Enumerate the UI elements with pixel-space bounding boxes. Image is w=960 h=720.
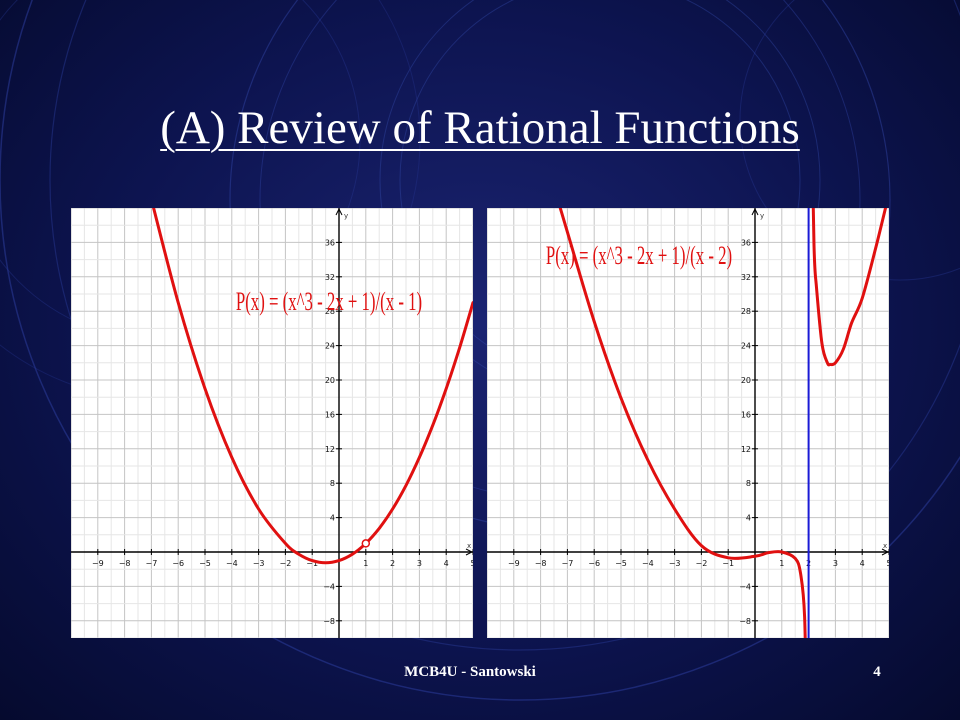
y-tick-label: −8 <box>739 617 751 626</box>
y-tick-label: 16 <box>325 410 335 419</box>
y-tick-label: 24 <box>741 342 751 351</box>
y-tick-label: −4 <box>739 582 751 591</box>
y-axis-label: y <box>760 212 764 220</box>
x-tick-label: −2 <box>280 559 292 568</box>
y-tick-label: 24 <box>325 342 335 351</box>
x-tick-label: −3 <box>669 559 681 568</box>
removable-discontinuity-hole <box>361 539 371 548</box>
x-tick-label: 5 <box>470 559 473 568</box>
x-axis-arrow <box>881 548 889 556</box>
x-axis-label: x <box>883 542 887 550</box>
x-tick-label: −4 <box>642 559 654 568</box>
y-axis-label: y <box>344 212 348 220</box>
x-tick-label: −1 <box>722 559 734 568</box>
y-tick-label: −8 <box>323 617 335 626</box>
y-axis-arrow <box>751 208 759 216</box>
footer-course: MCB4U - Santowski <box>404 664 536 680</box>
x-tick-label: −2 <box>696 559 708 568</box>
x-tick-label: −6 <box>588 559 600 568</box>
x-tick-label: 1 <box>363 559 368 568</box>
x-tick-label: −7 <box>562 559 574 568</box>
y-tick-label: 20 <box>325 376 335 385</box>
y-tick-label: 32 <box>741 273 751 282</box>
y-tick-label: 32 <box>325 273 335 282</box>
x-tick-label: −9 <box>92 559 104 568</box>
y-axis-arrow <box>335 208 343 216</box>
equation-label: P(x) = (x^3 - 2x + 1)/(x - 1) <box>236 286 422 316</box>
y-tick-label: 12 <box>325 445 335 454</box>
y-tick-label: 8 <box>330 479 335 488</box>
x-tick-label: −6 <box>172 559 184 568</box>
x-tick-label: −5 <box>615 559 627 568</box>
function-curve <box>152 208 473 565</box>
x-tick-label: −8 <box>119 559 131 568</box>
x-tick-label: 1 <box>779 559 784 568</box>
y-tick-label: 20 <box>741 376 751 385</box>
y-tick-label: 36 <box>741 238 751 247</box>
x-tick-label: −5 <box>199 559 211 568</box>
page-number: 4 <box>873 664 881 680</box>
plot-area: yx−9−8−7−6−5−4−3−2−112345−8−448121620242… <box>71 208 473 638</box>
y-tick-label: 36 <box>325 238 335 247</box>
x-tick-label: 3 <box>417 559 422 568</box>
y-tick-label: 4 <box>330 514 335 523</box>
x-tick-label: −8 <box>535 559 547 568</box>
x-tick-label: −1 <box>306 559 318 568</box>
chart-left: yx−9−8−7−6−5−4−3−2−112345−8−448121620242… <box>71 208 473 638</box>
x-tick-label: −4 <box>226 559 238 568</box>
chart-left-plot: yx−9−8−7−6−5−4−3−2−112345−8−448121620242… <box>71 208 473 638</box>
x-tick-label: −7 <box>146 559 158 568</box>
x-tick-label: −3 <box>253 559 265 568</box>
y-tick-label: −4 <box>323 582 335 591</box>
x-axis-label: x <box>467 542 471 550</box>
y-tick-label: 8 <box>746 479 751 488</box>
y-tick-label: 4 <box>746 514 751 523</box>
equation-label: P(x) = (x^3 - 2x + 1)/(x - 2) <box>546 240 732 270</box>
chart-right-plot: yx−9−8−7−6−5−4−3−2−112345−8−448121620242… <box>487 208 889 638</box>
y-tick-label: 16 <box>741 410 751 419</box>
x-tick-label: 5 <box>886 559 889 568</box>
function-curve <box>558 208 807 638</box>
plot-area: yx−9−8−7−6−5−4−3−2−112345−8−448121620242… <box>487 208 889 638</box>
function-curve <box>811 208 888 367</box>
y-tick-label: 12 <box>741 445 751 454</box>
x-tick-label: 2 <box>390 559 395 568</box>
x-tick-label: 4 <box>444 559 449 568</box>
x-tick-label: 3 <box>833 559 838 568</box>
x-axis-arrow <box>465 548 473 556</box>
x-tick-label: −9 <box>508 559 520 568</box>
y-tick-label: 28 <box>741 307 751 316</box>
y-tick-label: 28 <box>325 307 335 316</box>
x-tick-label: 4 <box>860 559 865 568</box>
chart-right: yx−9−8−7−6−5−4−3−2−112345−8−448121620242… <box>487 208 889 638</box>
slide-title: (A) Review of Rational Functions <box>160 102 800 154</box>
